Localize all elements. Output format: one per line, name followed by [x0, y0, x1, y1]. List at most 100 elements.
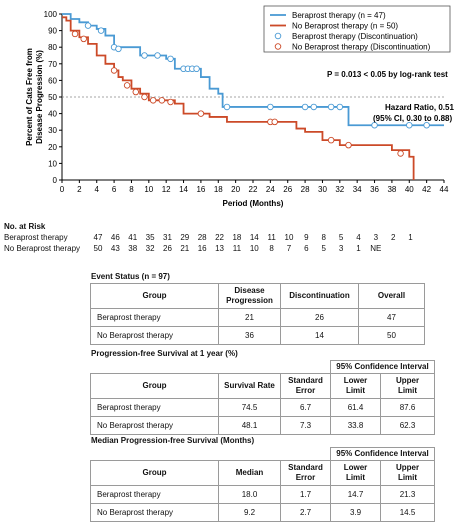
column-header: Discontinuation: [280, 283, 359, 309]
blank-cell: [91, 448, 331, 461]
column-header: Overall: [358, 283, 425, 309]
pfs-1yr-title: Progression-free Survival at 1 year (%): [91, 349, 238, 358]
risk-count: 11: [267, 233, 276, 242]
x-tick-label: 2: [77, 185, 82, 194]
x-tick-label: 36: [370, 185, 379, 194]
y-tick-label: 10: [48, 159, 57, 168]
risk-count: 41: [128, 233, 138, 242]
y-axis-label: Percent of Cats Free fromDisease Progres…: [25, 48, 44, 146]
risk-count: 5: [321, 244, 326, 253]
risk-count: 8: [269, 244, 274, 253]
x-tick-label: 12: [162, 185, 171, 194]
risk-row-label: Beraprost therapy: [4, 233, 68, 242]
risk-count: 35: [145, 233, 155, 242]
value-cell: 18.0: [218, 485, 281, 504]
group-cell: Beraprost therapy: [90, 485, 219, 504]
table-row: No Beraprost therapy 48.1 7.3 33.8 62.3: [90, 416, 435, 435]
censor-marker: [345, 141, 352, 149]
blank-cell: [91, 361, 331, 374]
value-cell: 87.6: [380, 398, 435, 417]
censor-marker: [336, 103, 344, 111]
x-tick-label: 32: [335, 185, 344, 194]
censor-marker: [80, 35, 87, 43]
censor-marker: [223, 103, 231, 111]
table-row: Beraprost therapy 18.0 1.7 14.7 21.3: [90, 485, 435, 504]
hazard-ratio-annotation: Hazard Ratio, 0.51: [385, 103, 454, 112]
ci-header: 95% Confidence Interval: [330, 360, 435, 374]
x-tick-label: 22: [249, 185, 258, 194]
median-pfs-table: 95% Confidence Interval Group Median Standa…: [90, 447, 435, 522]
risk-count: 5: [338, 233, 344, 242]
censor-marker: [327, 103, 335, 111]
risk-row-label: No Beraprost therapy: [4, 244, 81, 253]
value-cell: 14.7: [330, 485, 381, 504]
value-cell: 2.7: [280, 503, 331, 522]
risk-table-title: No. at Risk: [4, 222, 46, 231]
censor-marker: [154, 52, 161, 59]
risk-count: 50: [93, 244, 103, 253]
risk-count: 10: [249, 244, 259, 253]
censor-marker: [310, 103, 318, 111]
risk-count: 16: [197, 244, 207, 253]
x-tick-label: 18: [214, 185, 223, 194]
value-cell: 7.3: [280, 416, 331, 435]
column-header: Lower Limit: [330, 373, 381, 399]
value-cell: 36: [218, 326, 281, 345]
y-axis-label-line: Percent of Cats Free from: [25, 48, 34, 146]
x-tick-label: 14: [179, 185, 188, 194]
censor-marker: [397, 150, 404, 157]
median-pfs-title: Median Progression-free Survival (Months…: [91, 436, 255, 445]
value-cell: 26: [280, 308, 359, 327]
legend-entry: Beraprost therapy (Discontinuation): [292, 32, 418, 41]
x-tick-label: 8: [129, 185, 134, 194]
x-tick-label: 34: [353, 185, 362, 194]
risk-count: 13: [215, 244, 224, 253]
risk-count: 22: [215, 233, 224, 242]
censor-marker: [123, 82, 131, 89]
risk-count: 6: [304, 244, 309, 253]
y-tick-label: 70: [48, 60, 57, 69]
censor-marker: [71, 30, 79, 38]
censor-marker: [423, 121, 430, 129]
y-tick-label: 60: [48, 76, 57, 85]
legend-circle-swatch: [274, 32, 282, 40]
value-cell: 33.8: [330, 416, 381, 435]
column-header: Group: [90, 283, 219, 309]
censor-marker: [115, 45, 122, 53]
y-tick-label: 90: [48, 27, 57, 36]
table-row: Beraprost therapy 21 26 47: [90, 308, 425, 327]
group-cell: No Beraprost therapy: [90, 416, 219, 435]
y-tick-label: 0: [53, 176, 58, 185]
y-tick-label: 30: [48, 126, 57, 135]
table-row: Beraprost therapy 74.5 6.7 61.4 87.6: [90, 398, 435, 417]
risk-count: 3: [338, 244, 344, 253]
legend-entry: No Beraprost therapy (n = 50): [292, 22, 398, 31]
column-header: Standard Error: [280, 460, 331, 486]
risk-count: 47: [93, 233, 103, 242]
event-status-table: Group Disease Progression Discontinuation Ov…: [90, 283, 425, 345]
risk-count: 28: [197, 233, 207, 242]
risk-count: 46: [110, 233, 120, 242]
risk-count: 38: [128, 244, 138, 253]
value-cell: 47: [358, 308, 425, 327]
censor-marker: [149, 97, 157, 104]
group-cell: No Beraprost therapy: [90, 503, 219, 522]
value-cell: 50: [358, 326, 425, 345]
risk-count: 21: [180, 244, 190, 253]
y-tick-label: 20: [48, 143, 57, 152]
risk-count: 1: [356, 244, 361, 253]
censor-marker: [267, 103, 274, 111]
event-status-title: Event Status (n = 97): [91, 272, 170, 281]
column-header: Standard Error: [280, 373, 331, 399]
x-tick-label: 30: [318, 185, 327, 194]
censor-marker: [197, 110, 205, 117]
risk-count: 11: [232, 244, 242, 253]
y-tick-label: 80: [48, 43, 57, 52]
censor-marker: [84, 22, 92, 29]
censor-marker: [132, 88, 140, 96]
censor-marker: [141, 93, 148, 101]
value-cell: 21.3: [380, 485, 435, 504]
group-cell: No Beraprost therapy: [90, 326, 219, 345]
column-header: Lower Limit: [330, 460, 381, 486]
